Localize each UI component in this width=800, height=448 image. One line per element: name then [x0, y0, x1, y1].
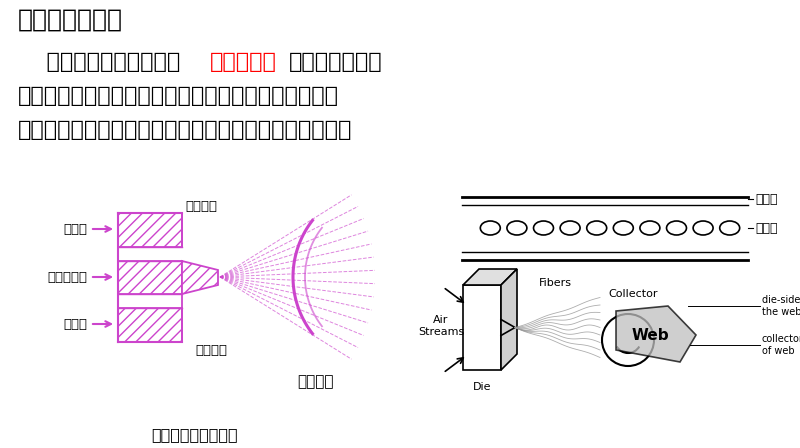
Text: 高速热空气: 高速热空气	[210, 52, 277, 72]
Polygon shape	[501, 269, 517, 370]
Ellipse shape	[720, 221, 740, 235]
Circle shape	[602, 314, 654, 366]
Text: 出的聚合物熔体细流进行牵伸，由此形成超细纤维并凝: 出的聚合物熔体细流进行牵伸，由此形成超细纤维并凝	[18, 86, 339, 106]
Text: 熔体孔: 熔体孔	[755, 221, 778, 234]
Ellipse shape	[534, 221, 554, 235]
Text: 热空气: 热空气	[63, 318, 87, 331]
Ellipse shape	[586, 221, 606, 235]
Text: die-side of
the web: die-side of the web	[762, 295, 800, 317]
Bar	[118, 308, 182, 342]
Text: Air
Streams: Air Streams	[418, 315, 464, 337]
Bar	[118, 213, 182, 247]
Polygon shape	[616, 306, 696, 362]
Text: 熔喷的工艺原理: 熔喷的工艺原理	[18, 8, 123, 32]
Ellipse shape	[614, 221, 634, 235]
Polygon shape	[182, 261, 218, 294]
Text: Die: Die	[473, 382, 491, 392]
Text: 冷却气流: 冷却气流	[195, 344, 227, 357]
Text: Web: Web	[631, 327, 669, 343]
Ellipse shape	[666, 221, 686, 235]
Ellipse shape	[480, 221, 500, 235]
Polygon shape	[463, 269, 517, 285]
Ellipse shape	[560, 221, 580, 235]
Ellipse shape	[640, 221, 660, 235]
Text: Fibers: Fibers	[538, 278, 571, 288]
Text: 气流孔: 气流孔	[755, 193, 778, 206]
Text: 对模头喷丝孔挤: 对模头喷丝孔挤	[289, 52, 382, 72]
Ellipse shape	[693, 221, 713, 235]
Bar	[118, 261, 182, 294]
Text: collector-side
of web: collector-side of web	[762, 334, 800, 356]
Ellipse shape	[507, 221, 527, 235]
Text: Collector: Collector	[608, 289, 658, 299]
Text: 聚合物熔体: 聚合物熔体	[47, 271, 87, 284]
Text: 冷却气流: 冷却气流	[185, 199, 217, 212]
Text: 聚在凝网帘或滚筒上，并依靠自身粘合而成为非织造布。: 聚在凝网帘或滚筒上，并依靠自身粘合而成为非织造布。	[18, 120, 352, 140]
Text: 熔喷非织造工艺是利用: 熔喷非织造工艺是利用	[18, 52, 180, 72]
Text: 熔喷工艺原理示意图: 熔喷工艺原理示意图	[152, 427, 238, 443]
Text: 接收装置: 接收装置	[297, 375, 334, 389]
Text: 热空气: 热空气	[63, 223, 87, 236]
Bar	[463, 285, 501, 370]
